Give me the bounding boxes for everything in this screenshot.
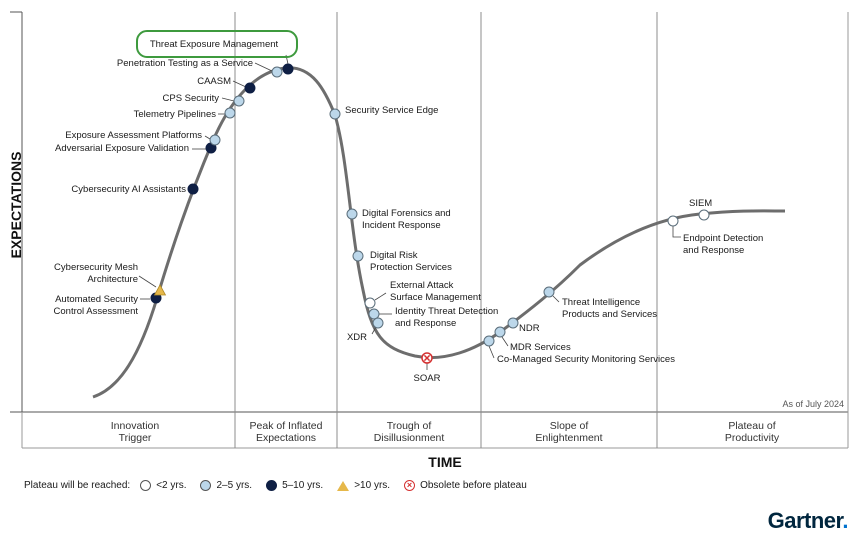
leader-line	[672, 226, 681, 238]
technology-label: Penetration Testing as a Service	[117, 58, 253, 69]
leader-line	[371, 326, 377, 335]
marker-ndr	[507, 317, 519, 329]
technology-label: Exposure Assessment Platforms	[65, 130, 202, 141]
marker-identity-threat-detection-and-response	[368, 308, 380, 320]
y-axis-title: EXPECTATIONS	[8, 152, 24, 259]
technology-label: SOAR	[414, 373, 441, 384]
technology-label: Security Service Edge	[345, 105, 438, 116]
legend-item-lt2: <2 yrs.	[140, 480, 186, 491]
technology-label: XDR	[347, 332, 367, 343]
marker-cybersecurity-mesh-architecture	[153, 284, 167, 296]
technology-label: External Attack Surface Management	[390, 280, 481, 303]
leader-line	[254, 62, 273, 72]
chart-frame	[10, 11, 849, 449]
technology-label: Cybersecurity Mesh Architecture	[54, 262, 138, 285]
marker-endpoint-detection-and-response	[667, 215, 679, 227]
leader-line	[552, 295, 560, 303]
legend-label-obsolete: Obsolete before plateau	[420, 480, 527, 491]
marker-digital-forensics-and-incident-response	[346, 208, 358, 220]
marker-co-managed-security-monitoring-services	[483, 335, 495, 347]
legend-label-2to5: 2–5 yrs.	[216, 480, 253, 491]
marker-exposure-assessment-platforms	[209, 134, 221, 146]
leader-line	[501, 336, 509, 347]
technology-label: Adversarial Exposure Validation	[55, 143, 189, 154]
dark-blue-circle-icon	[266, 480, 278, 491]
technology-label: CPS Security	[163, 93, 220, 104]
technology-label: Threat Intelligence Products and Services	[562, 297, 657, 320]
leader-lines	[138, 54, 681, 370]
technology-label: Co-Managed Security Monitoring Services	[497, 354, 675, 365]
x-axis-title: TIME	[428, 454, 461, 470]
gartner-logo: Gartner.	[767, 508, 849, 533]
highlight-box	[136, 30, 298, 58]
technology-label: Cybersecurity AI Assistants	[71, 184, 186, 195]
marker-threat-exposure-management	[282, 63, 294, 75]
technology-label: Endpoint Detection and Response	[683, 233, 763, 256]
marker-cps-security	[233, 95, 245, 107]
marker-telemetry-pipelines	[224, 107, 236, 119]
marker-penetration-testing-as-a-service	[271, 66, 283, 78]
leader-line	[138, 275, 157, 288]
technology-label: MDR Services	[510, 342, 571, 353]
phase-label: Peak of Inflated Expectations	[250, 420, 323, 444]
legend-title: Plateau will be reached:	[24, 480, 131, 491]
as-of-note: As of July 2024	[782, 399, 844, 409]
technology-label: Digital Forensics and Incident Response	[362, 208, 451, 231]
phase-label: Plateau of Productivity	[725, 420, 780, 444]
technology-label: SIEM	[689, 198, 712, 209]
marker-mdr-services	[494, 326, 506, 338]
leader-line	[232, 80, 247, 88]
legend-item-2to5: 2–5 yrs.	[200, 480, 252, 491]
leader-line	[204, 135, 211, 140]
marker-soar	[421, 352, 433, 364]
obsolete-x-icon: ×	[404, 480, 416, 491]
technology-label: CAASM	[197, 76, 231, 87]
phase-label: Innovation Trigger	[111, 420, 160, 444]
triangle-icon	[337, 480, 350, 491]
marker-caasm	[244, 82, 256, 94]
legend: Plateau will be reached: <2 yrs. 2–5 yrs…	[24, 480, 541, 491]
leader-line	[221, 97, 235, 102]
technology-label: Digital Risk Protection Services	[370, 250, 452, 273]
marker-external-attack-surface-management	[364, 297, 376, 309]
marker-security-service-edge	[329, 108, 341, 120]
marker-digital-risk-protection-services	[352, 250, 364, 262]
technology-label: Identity Threat Detection and Response	[395, 306, 498, 329]
technology-label: Threat Exposure Management	[150, 39, 279, 50]
technology-label: NDR	[519, 323, 540, 334]
phase-label: Slope of Enlightenment	[535, 420, 602, 444]
legend-item-5to10: 5–10 yrs.	[266, 480, 323, 491]
phase-label: Trough of Disillusionment	[374, 420, 445, 444]
marker-siem	[698, 209, 710, 221]
phase-labels: Innovation Trigger Peak of Inflated Expecta…	[111, 420, 780, 444]
marker-threat-intelligence-products-and-services	[543, 286, 555, 298]
leader-line	[488, 345, 495, 359]
technology-label: Automated Security Control Assessment	[54, 294, 139, 317]
legend-label-gt10: >10 yrs.	[354, 480, 391, 491]
leader-line	[374, 292, 387, 301]
legend-item-obsolete: × Obsolete before plateau	[404, 480, 527, 491]
legend-item-gt10: >10 yrs.	[337, 480, 390, 491]
light-blue-circle-icon	[200, 480, 212, 491]
technology-label: Telemetry Pipelines	[134, 109, 217, 120]
legend-label-5to10: 5–10 yrs.	[282, 480, 324, 491]
marker-xdr	[372, 317, 384, 329]
marker-cybersecurity-ai-assistants	[187, 183, 199, 195]
technology-labels: Automated Security Control Assessment Cybe…	[54, 30, 763, 384]
technology-markers	[150, 63, 710, 364]
legend-label-lt2: <2 yrs.	[156, 480, 187, 491]
white-circle-icon	[140, 480, 152, 491]
